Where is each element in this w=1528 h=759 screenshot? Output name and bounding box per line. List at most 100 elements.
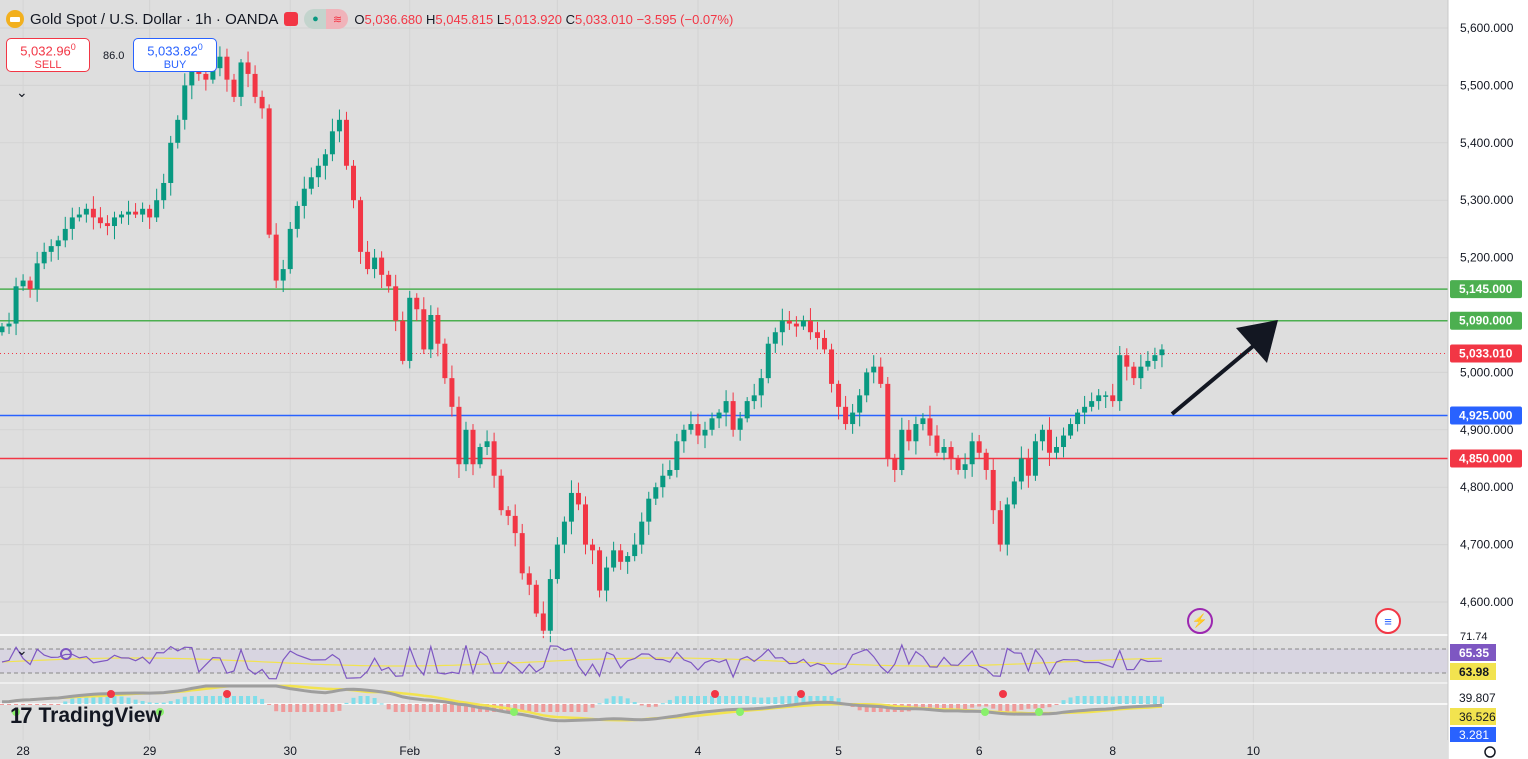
macd-histogram-bar xyxy=(147,702,152,704)
candle-body xyxy=(90,208,96,218)
price-tick-label: 5,000.000 xyxy=(1460,365,1514,379)
macd-histogram-bar xyxy=(372,698,377,704)
macd-histogram-bar xyxy=(56,704,61,705)
candlestick-series xyxy=(0,41,1165,643)
tv-mark-icon: 17 xyxy=(10,703,33,728)
candle-body xyxy=(1068,424,1074,436)
candle xyxy=(1004,497,1010,556)
candle-body xyxy=(807,320,813,333)
macd-histogram-bar xyxy=(1110,696,1115,704)
chevron-down-icon[interactable]: ⌄ xyxy=(16,84,28,100)
level-price-label: 4,850.000 xyxy=(1459,452,1513,466)
candle-body xyxy=(217,56,223,69)
candle xyxy=(716,409,722,429)
candle-body xyxy=(97,217,103,224)
candle-body xyxy=(1039,429,1045,442)
market-status-icon[interactable] xyxy=(284,12,299,26)
eye-dot-icon[interactable]: ● xyxy=(304,9,327,29)
candle-body xyxy=(976,441,982,453)
candle xyxy=(1068,418,1074,439)
candle xyxy=(709,412,715,436)
candle-body xyxy=(104,223,110,227)
macd-histogram-bar xyxy=(653,704,658,707)
macd-histogram-bar xyxy=(717,696,722,704)
candle xyxy=(0,323,5,336)
candle xyxy=(386,270,392,293)
candle xyxy=(203,68,209,91)
macd-histogram-bar xyxy=(84,696,89,704)
candle xyxy=(582,496,588,555)
macd-cross-marker xyxy=(223,690,231,698)
price-tick-label: 4,800.000 xyxy=(1460,480,1514,494)
sell-button[interactable]: 5,032.960 SELL xyxy=(6,38,90,72)
candle xyxy=(6,312,12,334)
price-tick-label: 5,300.000 xyxy=(1460,193,1514,207)
candle-body xyxy=(829,349,835,384)
macd-histogram-bar xyxy=(829,696,834,704)
macd-histogram-bar xyxy=(534,704,539,712)
macd-histogram-bar xyxy=(442,704,447,712)
candle xyxy=(231,73,237,103)
candle-body xyxy=(168,142,174,183)
macd-histogram-bar xyxy=(752,697,757,704)
macd-histogram-bar xyxy=(527,704,532,712)
us-flag-event-icon[interactable]: ≡ xyxy=(1375,608,1401,634)
macd-histogram-bar xyxy=(639,704,644,706)
indicator-toggle[interactable]: ● ≋ xyxy=(304,9,349,29)
candle-body xyxy=(737,418,743,430)
macd-histogram-bar xyxy=(970,704,975,708)
candle xyxy=(336,109,342,143)
macd-histogram-bar xyxy=(463,704,468,712)
collapse-rsi-icon[interactable]: ⌄ xyxy=(16,642,28,658)
macd-histogram-bar xyxy=(1082,696,1087,704)
macd-signal-label: 36.526 xyxy=(1459,710,1496,724)
candle-body xyxy=(1131,366,1137,379)
candle xyxy=(69,207,75,240)
candle-body xyxy=(533,584,539,614)
candle-body xyxy=(435,315,441,344)
candle-body xyxy=(329,131,335,155)
macd-histogram-bar xyxy=(295,704,300,712)
candle xyxy=(393,274,399,332)
macd-histogram-bar xyxy=(920,704,925,708)
candle-body xyxy=(667,469,673,476)
symbol-title[interactable]: Gold Spot / U.S. Dollar · 1h · OANDA xyxy=(30,10,279,28)
candle-body xyxy=(709,418,715,430)
candle xyxy=(322,149,328,180)
candle xyxy=(428,305,434,359)
macd-histogram-bar xyxy=(541,704,546,712)
macd-histogram-bar xyxy=(815,696,820,704)
candle xyxy=(793,316,799,337)
lightning-event-icon[interactable]: ⚡ xyxy=(1187,608,1213,634)
macd-histogram-bar xyxy=(984,704,989,707)
time-tick-label: 28 xyxy=(16,744,30,758)
candle xyxy=(955,455,961,475)
price-tick-label: 4,700.000 xyxy=(1460,538,1514,552)
candle xyxy=(1075,409,1081,432)
time-axis[interactable]: 28 29 30 Feb 3 4 5 6 8 10 xyxy=(0,740,1496,759)
trend-arrow[interactable] xyxy=(1170,320,1278,416)
rsi-value-label: 65.35 xyxy=(1459,646,1489,660)
candle xyxy=(329,118,335,162)
wave-icon[interactable]: ≋ xyxy=(326,9,349,29)
level-price-tag xyxy=(1450,280,1522,299)
macd-cross-marker xyxy=(1035,708,1043,716)
macd-histogram-bar xyxy=(42,704,47,705)
candle xyxy=(674,433,680,478)
candle-body xyxy=(386,274,392,287)
buy-button[interactable]: 5,033.820 BUY xyxy=(133,38,217,72)
candle xyxy=(421,297,427,355)
candle xyxy=(1046,417,1052,466)
horizontal-levels[interactable] xyxy=(0,288,1448,460)
macd-histogram-bar xyxy=(562,704,567,712)
candle xyxy=(604,556,610,602)
candle-body xyxy=(266,108,272,235)
candle-body xyxy=(822,337,828,350)
candle-body xyxy=(1159,349,1165,356)
price-axis[interactable]: 5,600.000 5,500.000 5,400.000 5,300.000 5,20… xyxy=(1447,0,1528,759)
candle-body xyxy=(69,217,75,229)
macd-histogram-bar xyxy=(112,696,117,704)
candle xyxy=(175,115,181,149)
candle-body xyxy=(871,366,877,373)
